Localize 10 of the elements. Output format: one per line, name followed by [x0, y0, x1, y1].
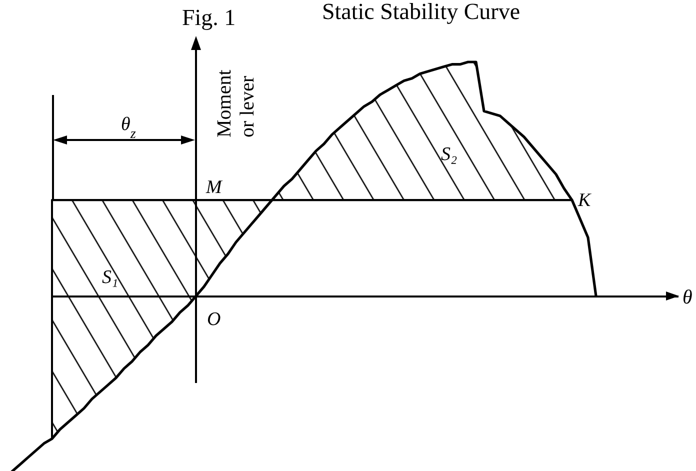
chart-title: Static Stability Curve [322, 0, 520, 24]
annotation: S₁ [102, 267, 118, 288]
x-axis-title: θ [682, 286, 692, 308]
annotation: O [207, 309, 221, 330]
series-label: M [205, 177, 223, 198]
caption: Fig. 1 [182, 5, 236, 30]
y-axis-title: Moment or lever [214, 69, 258, 138]
annotation: S₂ [441, 144, 458, 165]
annotation: θ$_{z}$ [121, 114, 136, 142]
annotation: K [577, 190, 592, 211]
